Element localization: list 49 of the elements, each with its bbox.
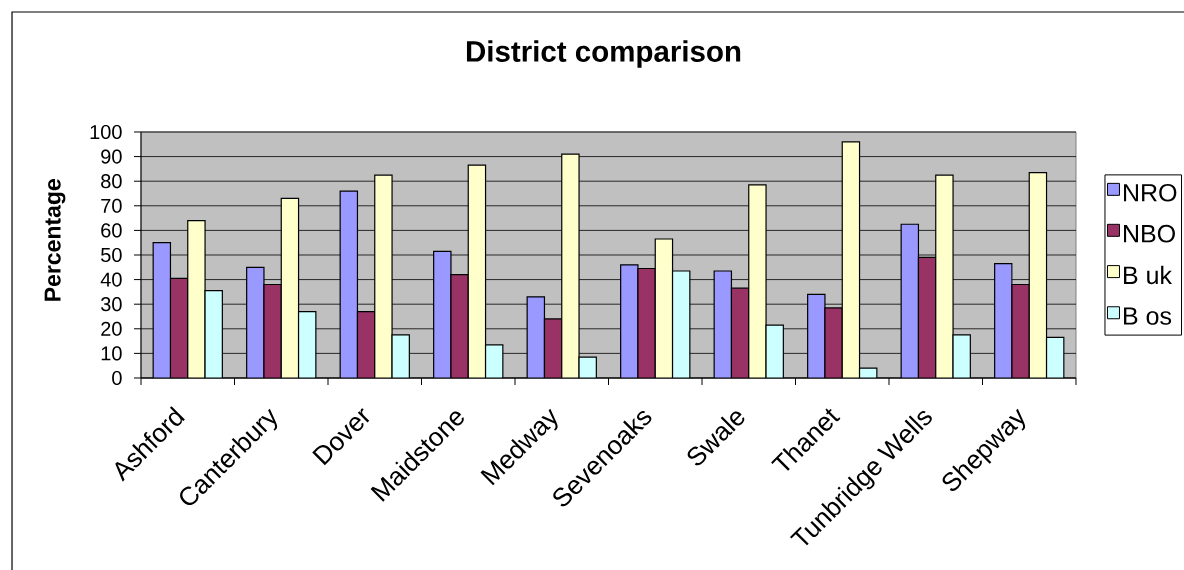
bar [748, 184, 767, 378]
y-tick-label: 30 [101, 297, 122, 312]
bar [187, 219, 206, 378]
bar [297, 310, 317, 378]
bar [713, 270, 733, 378]
bar [561, 153, 580, 378]
legend-label: NRO [1124, 183, 1177, 202]
bar [1011, 283, 1030, 378]
bar [526, 296, 546, 378]
y-tick-label: 10 [101, 346, 122, 361]
bar [637, 267, 656, 378]
bar [339, 190, 359, 378]
bar [994, 263, 1013, 378]
bar [169, 277, 189, 378]
legend-label: B uk [1124, 265, 1172, 285]
bar [841, 141, 861, 378]
y-tick-label: 80 [101, 174, 122, 189]
y-tick-label: 0 [112, 370, 122, 386]
bar [935, 174, 954, 378]
bar [374, 174, 393, 378]
bar [356, 310, 376, 378]
bar [900, 223, 920, 378]
y-tick-label: 70 [101, 198, 122, 213]
bar [671, 270, 691, 378]
bar [654, 238, 674, 378]
bar [467, 164, 487, 378]
legend-label: NBO [1124, 224, 1175, 243]
y-tick-label: 20 [101, 321, 122, 336]
bar [917, 256, 937, 378]
bar [620, 264, 639, 378]
y-tick-label: 90 [101, 149, 122, 164]
bar [280, 197, 300, 378]
bar [246, 266, 265, 378]
y-tick-label: 60 [101, 223, 122, 238]
chart-title: District comparison [466, 40, 741, 68]
bar [433, 250, 452, 378]
y-tick-label: 50 [101, 247, 122, 263]
y-tick-label: 100 [90, 124, 122, 140]
bar [1028, 171, 1048, 378]
legend-label: B os [1124, 307, 1172, 325]
bar [152, 242, 172, 378]
bar [807, 293, 826, 378]
bar [204, 290, 223, 378]
bar [730, 287, 750, 378]
bar [824, 307, 843, 378]
y-tick-label: 40 [100, 272, 122, 287]
bar [450, 274, 469, 378]
bar [263, 283, 282, 378]
y-axis-title: Percentage [44, 179, 66, 301]
